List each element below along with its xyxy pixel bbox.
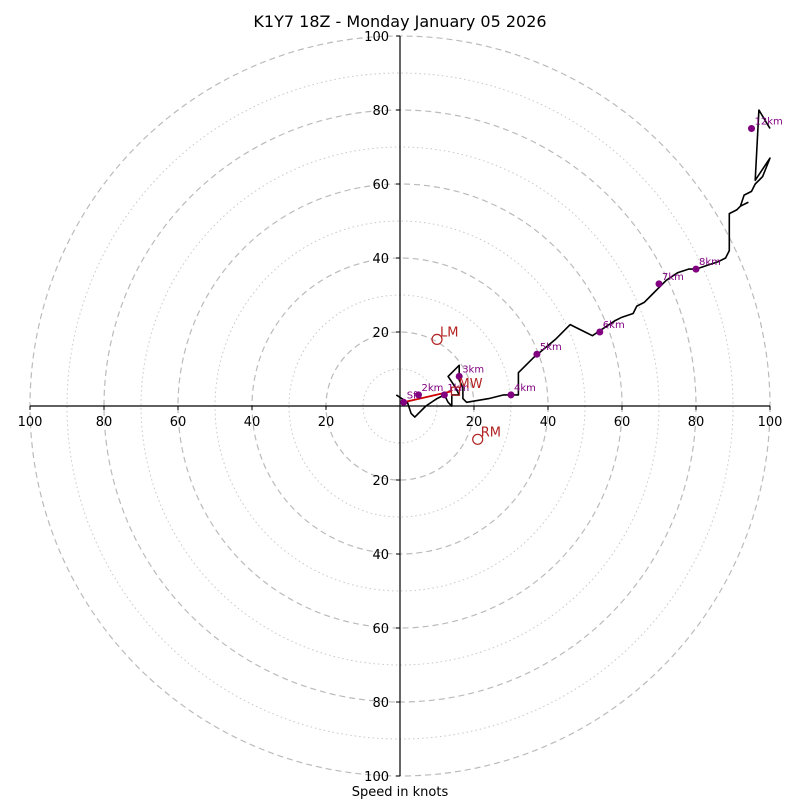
storm-motion-rm — [472, 433, 484, 445]
height-label-12km: 12km — [755, 117, 783, 128]
x-tick-label: 20 — [466, 415, 483, 430]
height-label-4km: 4km — [514, 383, 536, 394]
height-marker-12km — [748, 125, 755, 132]
y-tick-label: 80 — [372, 696, 389, 711]
height-marker-4km — [507, 391, 515, 399]
y-tick-label: 60 — [372, 178, 389, 193]
height-label-sfc: Sfc — [407, 390, 422, 401]
y-tick-label: 100 — [364, 770, 389, 785]
y-tick-label: 40 — [372, 252, 389, 267]
y-tick-label: 20 — [372, 474, 389, 489]
x-tick-label: 20 — [318, 415, 335, 430]
storm-motion-lm — [431, 333, 443, 345]
height-label-3km: 3km — [462, 364, 484, 375]
storm-motion-label-lm: LM — [440, 325, 458, 340]
x-axis-label: Speed in knots — [352, 785, 449, 800]
x-tick-label: 80 — [688, 415, 705, 430]
storm-motion-label-rm: RM — [481, 425, 501, 440]
height-marker-5km — [533, 350, 541, 358]
height-marker-7km — [655, 280, 663, 288]
height-marker-3km — [455, 372, 463, 380]
height-marker-sfc — [400, 398, 408, 406]
height-marker-8km — [692, 265, 700, 273]
tick-labels: 100 80 60 40 20 20 40 60 80 100 100 80 60 40 20 20 40 60 8… — [18, 30, 783, 785]
height-marker-1km — [440, 391, 448, 399]
x-tick-label: 40 — [244, 415, 261, 430]
storm-motion-mw — [450, 386, 461, 396]
x-tick-label: 60 — [170, 415, 187, 430]
x-tick-label: 100 — [758, 415, 783, 430]
height-marker-6km — [596, 328, 604, 336]
height-label-2km: 2km — [422, 383, 444, 394]
storm-motion-label-mw: MW — [459, 377, 483, 392]
x-tick-label: 60 — [614, 415, 631, 430]
storm-motions: LM MW RM — [431, 325, 501, 445]
height-label-7km: 7km — [662, 272, 684, 283]
x-tick-label: 100 — [18, 415, 43, 430]
height-label-1km: 1km — [447, 383, 469, 394]
x-tick-label: 40 — [540, 415, 557, 430]
y-tick-label: 60 — [372, 622, 389, 637]
y-tick-label: 40 — [372, 548, 389, 563]
height-label-8km: 8km — [699, 257, 721, 268]
y-tick-label: 80 — [372, 104, 389, 119]
y-tick-label: 100 — [364, 30, 389, 45]
chart-title: K1Y7 18Z - Monday January 05 2026 — [253, 12, 546, 31]
height-marker-2km — [415, 391, 422, 399]
height-label-6km: 6km — [603, 320, 625, 331]
y-tick-label: 20 — [372, 326, 389, 341]
x-tick-label: 80 — [96, 415, 113, 430]
height-label-5km: 5km — [540, 342, 562, 353]
axes — [30, 36, 770, 776]
